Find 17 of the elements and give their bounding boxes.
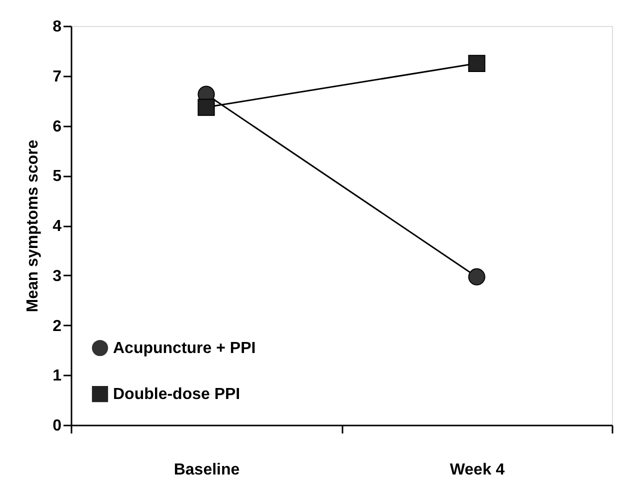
point [468, 54, 486, 72]
y-tick-label: 0 [52, 418, 62, 434]
y-tick-label: 5 [52, 168, 62, 186]
point [198, 98, 215, 116]
y-tick-label: 7 [52, 68, 62, 86]
y-tick-label: 1 [52, 368, 62, 385]
y-tick-label: 3 [52, 268, 62, 285]
point [468, 268, 486, 286]
y-tick-label: 6 [52, 118, 62, 136]
y-tick-label: 4 [52, 218, 62, 235]
x-tick-label: Baseline [174, 462, 240, 478]
y-axis-title: Mean symptoms score [24, 140, 42, 312]
x-tick-label: Week 4 [450, 462, 505, 478]
y-tick-label: 8 [52, 18, 62, 36]
y-tick-label: 2 [52, 318, 62, 335]
legend-label: Double-dose PPI [113, 386, 240, 403]
legend-label: Acupuncture + PPI [113, 340, 256, 357]
